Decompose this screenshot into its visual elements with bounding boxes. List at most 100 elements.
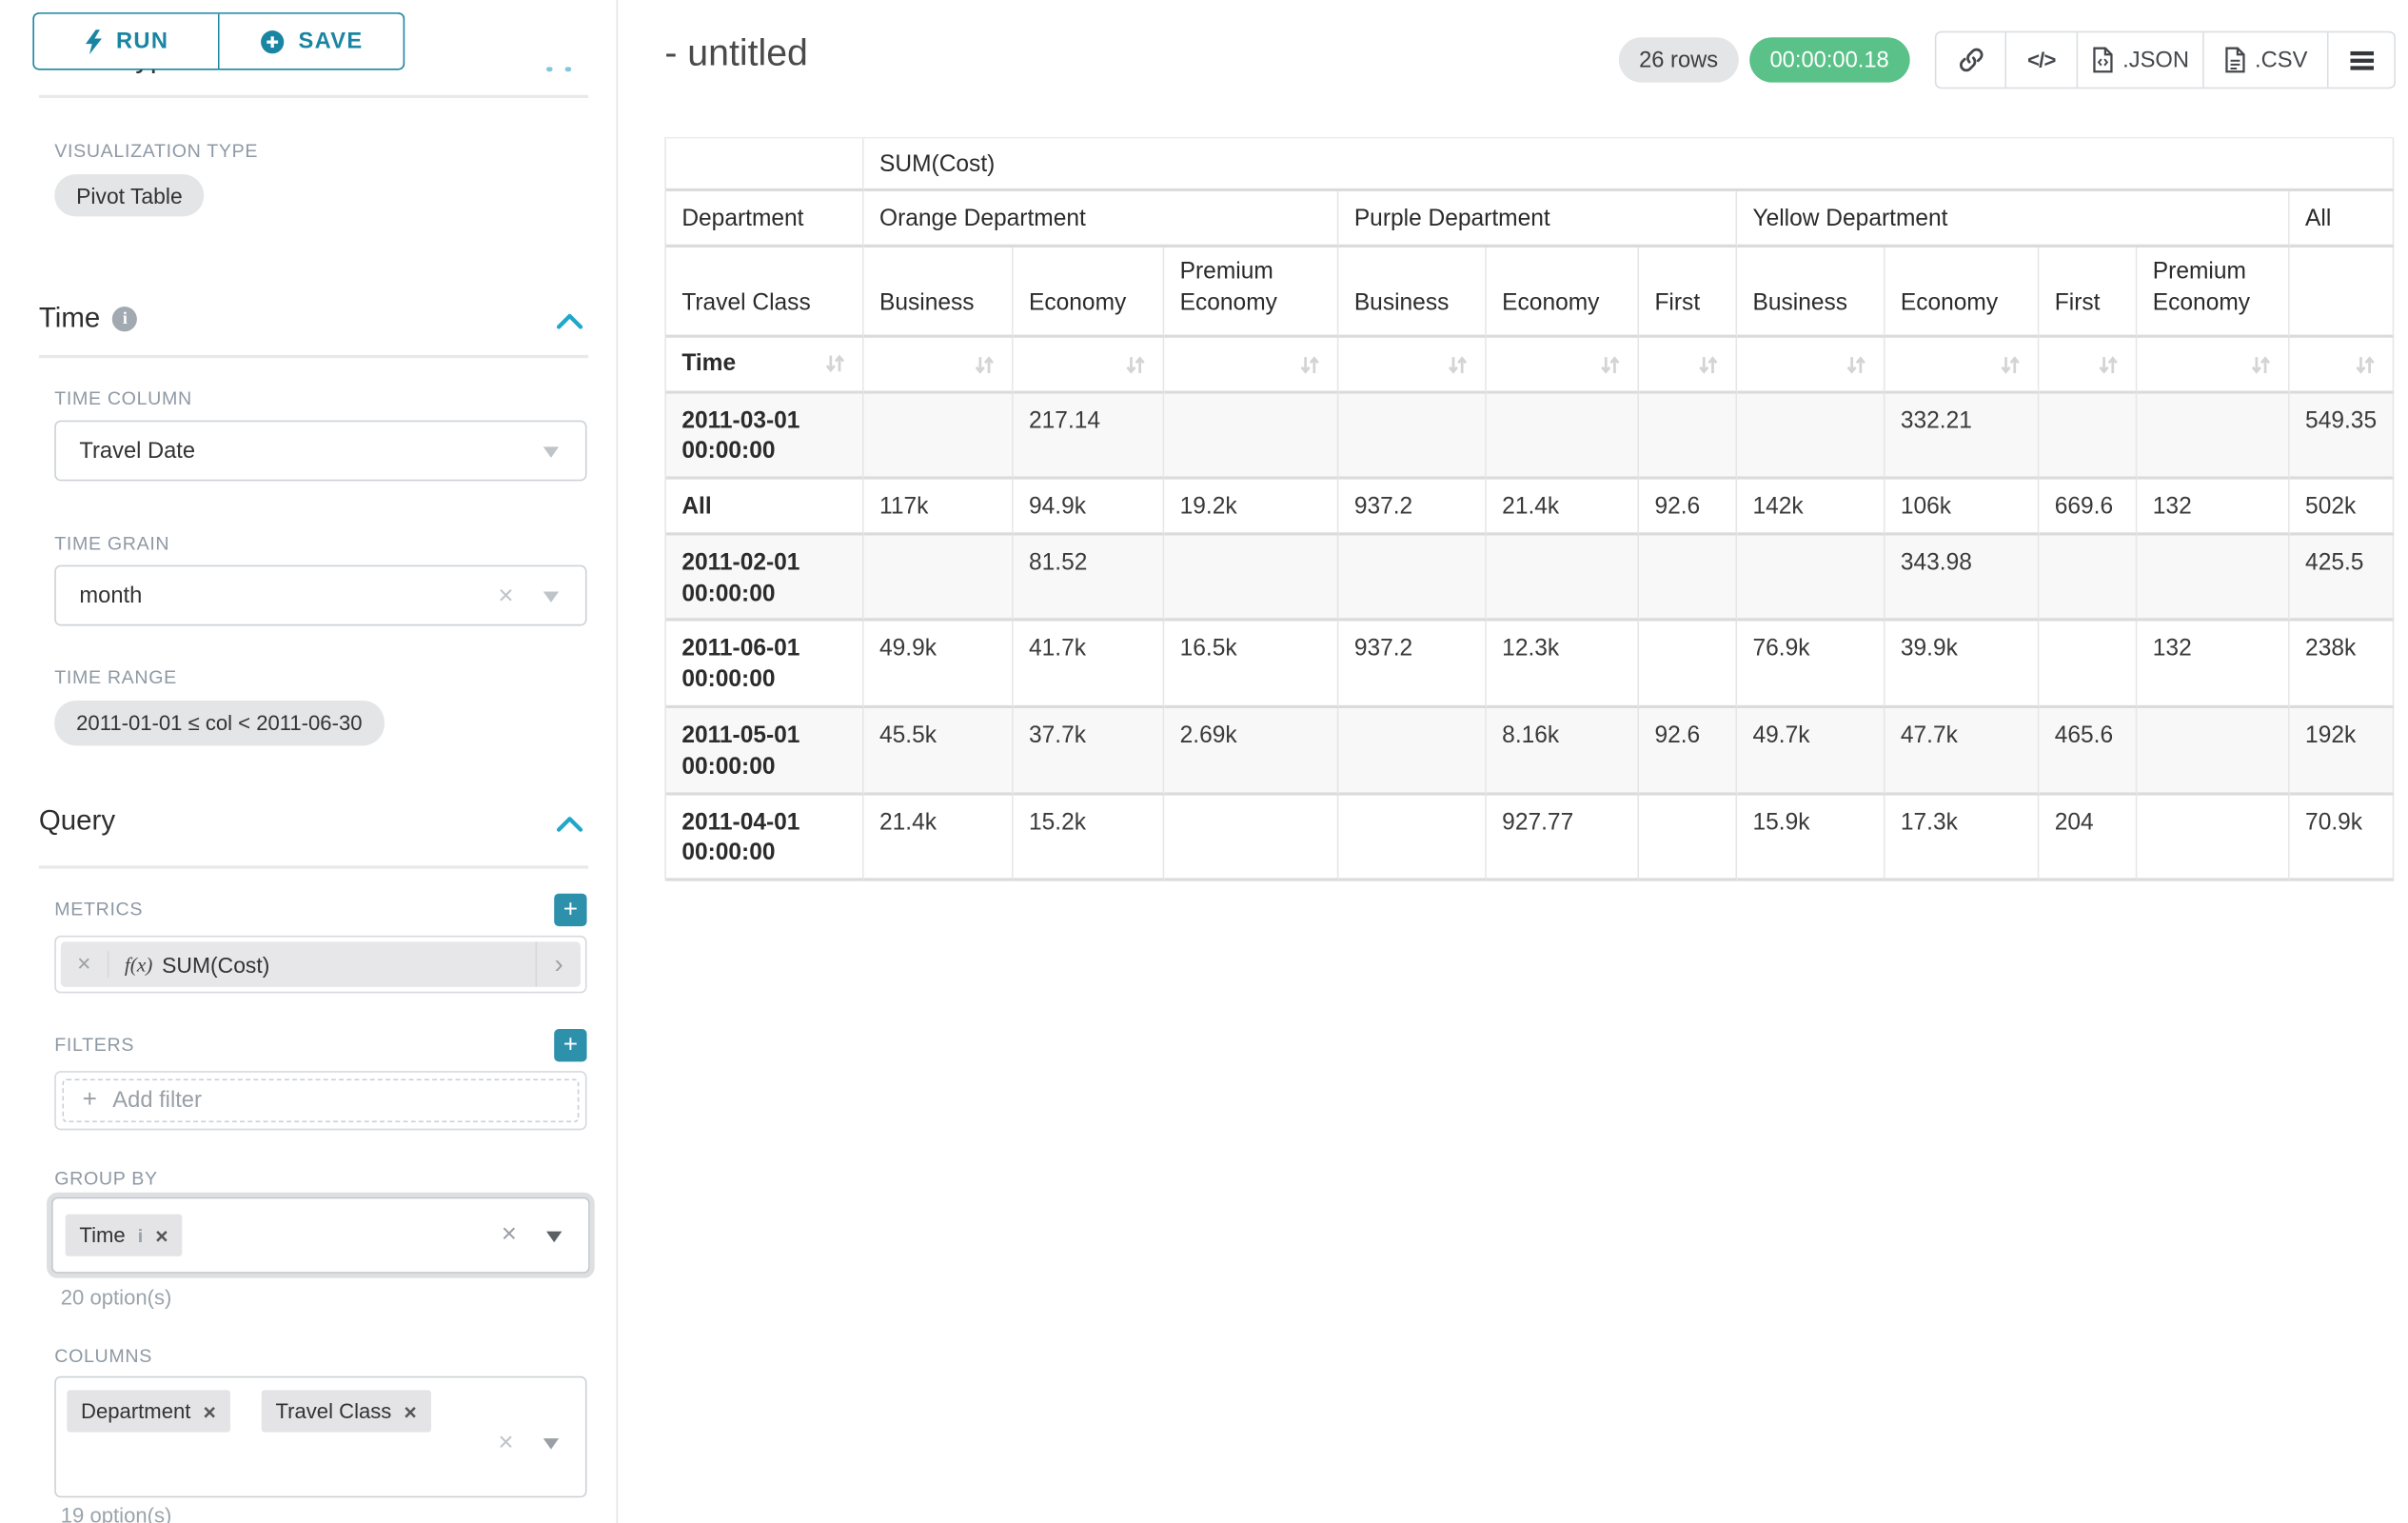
export-toolbar: </> .JSON .CSV — [1935, 31, 2396, 89]
run-button[interactable]: RUN — [34, 14, 220, 69]
sortable-column-header[interactable] — [1014, 337, 1165, 393]
pivot-cell: 117k — [864, 480, 1014, 536]
sortable-column-header[interactable] — [1487, 337, 1639, 393]
sortable-column-header[interactable] — [1885, 337, 2039, 393]
pivot-row-header: 2011-06-01 00:00:00 — [666, 622, 864, 708]
filters-container: + Add filter — [54, 1071, 586, 1130]
chevron-down-icon — [543, 446, 559, 457]
time-grain-select[interactable]: month × — [54, 565, 586, 626]
time-grain-value: month — [79, 583, 142, 607]
column-header: Economy — [1014, 247, 1165, 337]
pivot-cell: 37.7k — [1014, 708, 1165, 795]
collapse-time-section-icon[interactable] — [554, 311, 585, 333]
pivot-cell: 49.7k — [1737, 708, 1885, 795]
add-filter-plus-button[interactable]: + — [554, 1029, 586, 1061]
visualization-type-value[interactable]: Pivot Table — [54, 174, 204, 216]
row-count-badge: 26 rows — [1619, 37, 1739, 82]
remove-chip-icon[interactable]: × — [203, 1398, 215, 1423]
save-button[interactable]: SAVE — [220, 14, 404, 69]
sort-icon — [823, 352, 847, 376]
pivot-cell — [1338, 393, 1486, 480]
clear-icon[interactable]: × — [502, 1216, 517, 1251]
pivot-cell: 12.3k — [1487, 622, 1639, 708]
sortable-column-header[interactable] — [2137, 337, 2289, 393]
columns-chip[interactable]: Department × — [67, 1390, 229, 1432]
export-csv-button[interactable]: .CSV — [2204, 32, 2329, 87]
query-section-title: Query — [39, 805, 115, 838]
info-icon: i — [138, 1224, 143, 1246]
add-filter-label: Add filter — [112, 1088, 202, 1113]
decorative-dot — [565, 67, 572, 71]
json-file-icon — [2091, 47, 2113, 73]
pivot-cell: 425.5 — [2290, 535, 2395, 622]
pivot-cell — [1164, 795, 1338, 881]
pivot-cell: 41.7k — [1014, 622, 1165, 708]
remove-chip-icon[interactable]: × — [404, 1398, 416, 1423]
view-query-button[interactable]: </> — [2006, 32, 2078, 87]
pivot-cell — [1639, 622, 1737, 708]
columns-select[interactable]: Department × Travel Class × × — [54, 1376, 586, 1498]
run-save-button-group: RUN SAVE — [32, 12, 405, 70]
pivot-cell — [1487, 393, 1639, 480]
pivot-cell — [2039, 393, 2137, 480]
pivot-cell — [2137, 795, 2289, 881]
pivot-cell: 502k — [2290, 480, 2395, 536]
chevron-right-icon[interactable]: › — [536, 941, 581, 986]
sort-icon — [1599, 352, 1623, 376]
pivot-cell: 92.6 — [1639, 708, 1737, 795]
remove-chip-icon[interactable]: × — [155, 1223, 168, 1248]
sortable-column-header[interactable] — [2290, 337, 2395, 393]
sortable-column-header[interactable] — [1338, 337, 1486, 393]
sortable-column-header[interactable] — [2039, 337, 2137, 393]
divider — [39, 355, 588, 358]
group-by-label: GROUP BY — [54, 1168, 157, 1190]
column-header: Premium Economy — [1164, 247, 1338, 337]
travel-class-header-row: Travel Class Business Economy Premium Ec… — [666, 247, 2395, 337]
run-button-label: RUN — [116, 29, 168, 53]
sortable-column-header[interactable]: Time — [666, 337, 864, 393]
columns-chip[interactable]: Travel Class × — [262, 1390, 431, 1432]
column-group-header: Purple Department — [1338, 191, 1737, 247]
time-section-title: Time — [39, 302, 100, 334]
pivot-cell: 937.2 — [1338, 622, 1486, 708]
hamburger-menu-icon — [2348, 49, 2375, 71]
pivot-cell: 70.9k — [2290, 795, 2395, 881]
pivot-cell: 17.3k — [1885, 795, 2039, 881]
pivot-cell: 49.9k — [864, 622, 1014, 708]
collapse-query-section-icon[interactable] — [554, 814, 585, 836]
clear-icon[interactable]: × — [498, 579, 513, 613]
pivot-cell: 15.9k — [1737, 795, 1885, 881]
sort-header-row: Time — [666, 337, 2395, 393]
time-column-value: Travel Date — [79, 438, 195, 463]
function-icon: f(x) — [125, 952, 153, 977]
time-range-value[interactable]: 2011-01-01 ≤ col < 2011-06-30 — [54, 701, 384, 745]
clear-icon[interactable]: × — [498, 1426, 513, 1460]
group-by-select[interactable]: Time i × × — [51, 1197, 590, 1274]
department-axis-label: Department — [666, 191, 864, 247]
pivot-table: SUM(Cost) Department Orange Department P… — [664, 137, 2394, 881]
copy-link-button[interactable] — [1936, 32, 2006, 87]
column-header: Business — [1338, 247, 1486, 337]
group-by-chip[interactable]: Time i × — [66, 1215, 183, 1256]
sortable-column-header[interactable] — [1737, 337, 1885, 393]
add-metric-button[interactable]: + — [554, 894, 586, 926]
sort-icon — [2354, 352, 2378, 376]
pivot-cell: 21.4k — [1487, 480, 1639, 536]
sortable-column-header[interactable] — [1639, 337, 1737, 393]
pivot-cell: 192k — [2290, 708, 2395, 795]
pivot-cell — [1164, 393, 1338, 480]
pivot-cell: 81.52 — [1014, 535, 1165, 622]
pivot-cell — [1737, 393, 1885, 480]
column-header: Economy — [1885, 247, 2039, 337]
menu-button[interactable] — [2329, 32, 2395, 87]
time-column-select[interactable]: Travel Date — [54, 421, 586, 482]
remove-metric-icon[interactable]: × — [61, 951, 109, 978]
decorative-dot — [546, 67, 553, 71]
sortable-column-header[interactable] — [1164, 337, 1338, 393]
metric-chip[interactable]: × f(x) SUM(Cost) › — [61, 941, 581, 986]
link-icon — [1958, 47, 1984, 73]
sortable-column-header[interactable] — [864, 337, 1014, 393]
chip-label: Department — [81, 1399, 190, 1423]
export-json-button[interactable]: .JSON — [2078, 32, 2203, 87]
add-filter-button[interactable]: + Add filter — [62, 1078, 579, 1122]
